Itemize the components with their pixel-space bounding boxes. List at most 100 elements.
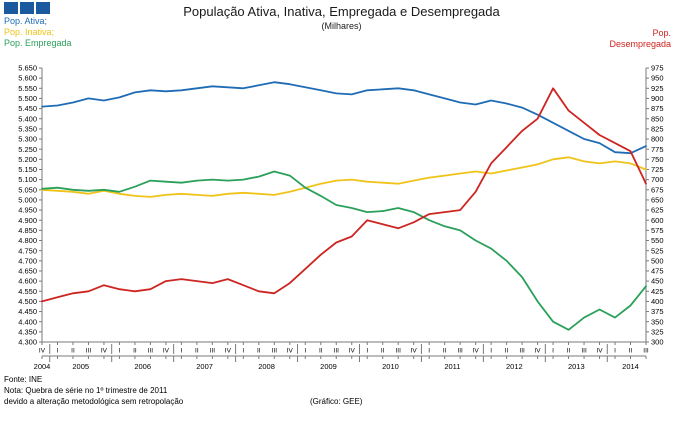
y-right-tick-label: 450 bbox=[651, 277, 664, 286]
chart-canvas: 5.650 975 5.600 950 5.550 925 5.500 900 5.450 875… bbox=[18, 64, 663, 371]
x-quarter-label: II bbox=[567, 348, 571, 355]
x-quarter-label: IV bbox=[473, 348, 480, 355]
y-left-tick-label: 5.100 bbox=[18, 175, 37, 184]
y-left-tick-label: 5.050 bbox=[18, 185, 37, 194]
y-left-tick-label: 5.600 bbox=[18, 74, 37, 83]
x-quarter-label: IV bbox=[535, 348, 542, 355]
x-quarter-label: I bbox=[614, 348, 616, 355]
y-right-tick-label: 775 bbox=[651, 145, 664, 154]
y-right-tick-label: 575 bbox=[651, 226, 664, 235]
y-left-tick-label: 4.450 bbox=[18, 307, 37, 316]
y-right-tick-label: 750 bbox=[651, 155, 664, 164]
y-left-tick-label: 5.450 bbox=[18, 104, 37, 113]
y-left-tick-label: 4.950 bbox=[18, 206, 37, 215]
series-line-pop-desempregada bbox=[41, 87, 647, 303]
x-year-label: 2014 bbox=[622, 362, 639, 371]
y-right-tick-label: 425 bbox=[651, 287, 664, 296]
y-right-tick-label: 525 bbox=[651, 246, 664, 255]
legend-item-ativa: Pop. Ativa; bbox=[4, 16, 48, 26]
y-right-tick-label: 400 bbox=[651, 297, 664, 306]
y-right-tick-label: 550 bbox=[651, 236, 664, 245]
legend-item-empregada: Pop. Empregada bbox=[4, 38, 72, 48]
y-left-tick-label: 5.250 bbox=[18, 145, 37, 154]
logo-squares bbox=[4, 2, 50, 14]
x-quarter-label: II bbox=[133, 348, 137, 355]
y-left-tick-label: 5.500 bbox=[18, 94, 37, 103]
y-left-tick-label: 4.400 bbox=[18, 317, 37, 326]
y-left-tick-label: 4.900 bbox=[18, 216, 37, 225]
x-quarter-label: I bbox=[180, 348, 182, 355]
x-quarter-label: I bbox=[552, 348, 554, 355]
x-quarter-label: III bbox=[519, 348, 525, 355]
x-quarter-label: IV bbox=[596, 348, 603, 355]
chart-subtitle: (Milhares) bbox=[321, 21, 362, 31]
legend-left: Pop. Ativa; Pop. Inativa; Pop. Empregada bbox=[4, 16, 72, 49]
x-quarter-label: III bbox=[643, 348, 649, 355]
y-right-tick-label: 725 bbox=[651, 165, 664, 174]
source-note: Fonte: INE bbox=[4, 375, 43, 384]
y-left-tick-label: 4.700 bbox=[18, 256, 37, 265]
series-line-pop-empregada bbox=[41, 170, 647, 331]
y-left-tick-label: 5.000 bbox=[18, 196, 37, 205]
y-right-tick-label: 300 bbox=[651, 338, 664, 347]
x-quarter-label: I bbox=[57, 348, 59, 355]
x-quarter-label: II bbox=[195, 348, 199, 355]
y-left-tick-label: 4.350 bbox=[18, 327, 37, 336]
y-left-tick-label: 4.600 bbox=[18, 277, 37, 286]
x-quarter-label: III bbox=[86, 348, 92, 355]
legend-item-inativa: Pop. Inativa; bbox=[4, 27, 55, 37]
logo-square bbox=[36, 2, 50, 14]
y-left-tick-label: 4.500 bbox=[18, 297, 37, 306]
y-right-tick-label: 325 bbox=[651, 327, 664, 336]
y-left-tick-label: 5.200 bbox=[18, 155, 37, 164]
x-year-label: 2010 bbox=[382, 362, 399, 371]
y-right-tick-label: 925 bbox=[651, 84, 664, 93]
y-right-tick-label: 650 bbox=[651, 196, 664, 205]
footnote-line1: Nota: Quebra de série no 1º trimestre de… bbox=[4, 386, 168, 395]
x-quarter-label: I bbox=[242, 348, 244, 355]
x-quarter-label: III bbox=[457, 348, 463, 355]
x-quarter-label: IV bbox=[101, 348, 108, 355]
x-quarter-label: IV bbox=[411, 348, 418, 355]
x-year-label: 2009 bbox=[320, 362, 337, 371]
y-left-tick-label: 4.550 bbox=[18, 287, 37, 296]
series-line-pop-ativa bbox=[41, 81, 647, 155]
y-right-tick-label: 350 bbox=[651, 317, 664, 326]
y-right-tick-label: 675 bbox=[651, 185, 664, 194]
y-right-tick-label: 475 bbox=[651, 267, 664, 276]
x-quarter-label: II bbox=[505, 348, 509, 355]
x-quarter-label: II bbox=[443, 348, 447, 355]
y-left-tick-label: 5.350 bbox=[18, 124, 37, 133]
y-left-tick-label: 4.650 bbox=[18, 267, 37, 276]
x-quarter-label: I bbox=[304, 348, 306, 355]
y-right-tick-label: 500 bbox=[651, 256, 664, 265]
credit-note: (Gráfico: GEE) bbox=[310, 397, 363, 406]
y-left-tick-label: 4.800 bbox=[18, 236, 37, 245]
x-quarter-label: I bbox=[119, 348, 121, 355]
y-left-tick-label: 4.750 bbox=[18, 246, 37, 255]
x-quarter-label: IV bbox=[287, 348, 294, 355]
y-right-tick-label: 600 bbox=[651, 216, 664, 225]
x-quarter-label: I bbox=[428, 348, 430, 355]
y-right-tick-label: 900 bbox=[651, 94, 664, 103]
x-quarter-label: IV bbox=[225, 348, 232, 355]
y-right-tick-label: 700 bbox=[651, 175, 664, 184]
y-right-tick-label: 975 bbox=[651, 64, 664, 73]
legend-item-desempregada-line2: Desempregada bbox=[609, 39, 671, 49]
x-quarter-label: IV bbox=[163, 348, 170, 355]
legend-item-desempregada-line1: Pop. bbox=[652, 28, 671, 38]
x-year-label: 2004 bbox=[34, 362, 51, 371]
x-year-label: 2011 bbox=[444, 362, 460, 371]
x-year-label: 2005 bbox=[72, 362, 89, 371]
y-left-tick-label: 5.300 bbox=[18, 135, 37, 144]
x-quarter-label: III bbox=[272, 348, 278, 355]
y-left-tick-label: 4.850 bbox=[18, 226, 37, 235]
logo-square bbox=[4, 2, 18, 14]
x-quarter-label: IV bbox=[349, 348, 356, 355]
y-right-tick-label: 825 bbox=[651, 124, 664, 133]
x-year-label: 2007 bbox=[196, 362, 213, 371]
x-year-label: 2006 bbox=[134, 362, 151, 371]
x-year-label: 2013 bbox=[568, 362, 585, 371]
